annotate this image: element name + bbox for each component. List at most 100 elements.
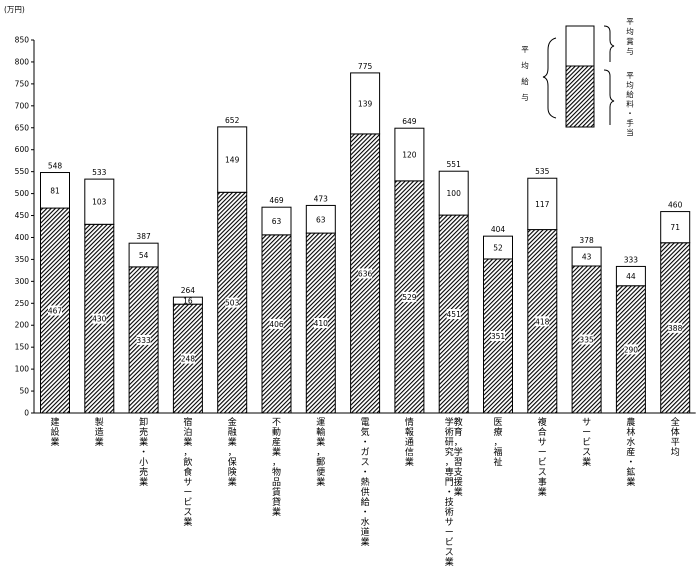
bar-bonus — [84, 178, 115, 225]
y-tick-label: 800 — [15, 57, 30, 66]
y-tick-label: 550 — [15, 167, 30, 176]
base-value-box — [535, 316, 550, 327]
bonus-value-label: 54 — [139, 251, 149, 260]
y-tick-label: 700 — [15, 101, 30, 110]
bonus-value-label: 139 — [358, 99, 373, 108]
bar-bonus — [660, 211, 691, 244]
y-tick-label: 350 — [15, 255, 30, 264]
base-value-box — [92, 313, 107, 324]
bonus-value-label: 16 — [183, 297, 193, 306]
bonus-value-label: 149 — [225, 156, 240, 165]
legend-bracket-bonus — [603, 25, 615, 62]
category-label: 全体平均 — [671, 416, 680, 458]
total-value-label: 533 — [92, 168, 107, 177]
bonus-value-label: 44 — [626, 272, 636, 281]
category-label: 不動産業，物品賃貸業 — [272, 417, 281, 518]
legend-swatch-bonus — [565, 25, 595, 67]
y-tick-label: 750 — [15, 79, 30, 88]
bar-bonus — [305, 204, 336, 234]
bonus-value-label: 43 — [582, 253, 592, 262]
legend-group-label: 平均給与 — [521, 45, 529, 102]
y-tick-label: 400 — [15, 233, 30, 242]
total-value-label: 378 — [579, 236, 594, 245]
base-value-box — [491, 330, 505, 341]
total-value-label: 775 — [358, 62, 373, 71]
bonus-value-label: 63 — [316, 215, 326, 224]
total-value-label: 652 — [225, 116, 240, 125]
bonus-value-label: 71 — [670, 223, 680, 232]
unit-label: (万円) — [4, 5, 25, 14]
base-value-label: 388 — [668, 324, 683, 333]
base-value-label: 430 — [92, 315, 107, 324]
bonus-value-label: 117 — [535, 200, 550, 209]
base-value-label: 467 — [48, 307, 63, 316]
base-value-box — [402, 291, 417, 302]
y-tick-label: 600 — [15, 145, 30, 154]
bar-bonus — [217, 126, 248, 193]
base-value-box — [668, 322, 683, 333]
base-value-label: 290 — [624, 345, 639, 354]
base-value-label: 406 — [269, 320, 284, 329]
bar-bonus — [527, 177, 558, 231]
legend-item-base-salary: 平均給料・手当 — [626, 71, 634, 137]
category-label: 電気・ガス・熱供給・水道業 — [361, 417, 370, 548]
category-label: 運輸業，郵便業 — [316, 417, 325, 488]
base-value-box — [269, 318, 284, 329]
total-value-label: 404 — [491, 225, 506, 234]
bonus-value-label: 81 — [50, 186, 60, 195]
category-label: 学術研究，専門・技術サービス業 — [445, 416, 454, 568]
category-label: 農林水産・鉱業 — [626, 416, 635, 488]
bar-bonus — [350, 72, 381, 135]
y-tick-label: 300 — [15, 277, 30, 286]
bar-bonus — [128, 242, 159, 268]
total-value-label: 469 — [269, 196, 284, 205]
category-label: 製造業 — [95, 416, 104, 448]
total-value-label: 473 — [314, 194, 329, 203]
base-value-label: 335 — [579, 335, 594, 344]
base-value-label: 418 — [535, 317, 550, 326]
bar-bonus — [172, 296, 203, 305]
base-value-label: 351 — [491, 332, 506, 341]
base-value-label: 636 — [358, 269, 373, 278]
legend-item-bonus: 平均賞与 — [626, 17, 634, 56]
bar-bonus — [394, 127, 425, 182]
base-value-box — [579, 334, 594, 345]
bars: 467 81 548 430 103 533 333 54 387 248 16 264 503 149 6… — [40, 62, 691, 414]
y-tick-label: 50 — [19, 387, 29, 396]
category-label: 卸売業・小売業 — [139, 416, 148, 488]
legend-bracket-base — [603, 69, 615, 125]
total-value-label: 460 — [668, 201, 683, 210]
bar-bonus — [40, 172, 70, 209]
category-label: 医療，福祉 — [493, 417, 502, 468]
category-label: 建設業 — [50, 416, 59, 448]
total-value-label: 551 — [447, 160, 462, 169]
base-value-label: 333 — [136, 336, 151, 345]
category-label: 金融業，保険業 — [228, 416, 237, 488]
base-value-box — [48, 305, 62, 316]
base-value-label: 451 — [447, 310, 462, 319]
bonus-value-label: 120 — [402, 151, 417, 160]
bar-bonus — [615, 265, 646, 287]
bar-bonus — [571, 246, 602, 267]
y-tick-label: 150 — [15, 343, 30, 352]
legend-bracket-left — [542, 37, 557, 119]
bar-bonus — [438, 170, 469, 216]
total-value-label: 649 — [402, 117, 417, 126]
bonus-value-label: 103 — [92, 198, 107, 207]
base-value-label: 410 — [314, 319, 329, 328]
total-value-label: 387 — [136, 232, 151, 241]
base-value-box — [358, 268, 373, 279]
base-value-box — [180, 353, 195, 364]
base-value-label: 529 — [402, 293, 417, 302]
base-value-box — [623, 344, 638, 355]
y-tick-label: 450 — [15, 211, 30, 220]
category-label: 複合サービス事業 — [538, 416, 547, 498]
base-value-box — [313, 318, 328, 329]
bonus-value-label: 100 — [447, 189, 462, 198]
bonus-value-label: 52 — [493, 244, 503, 253]
total-value-label: 548 — [48, 162, 63, 171]
base-value-label: 248 — [181, 355, 196, 364]
category-labels: 建設業 製造業 卸売業・小売業 宿泊業，飲食サービス業 金融業，保険業 不動産業，物品賃貸… — [50, 416, 679, 568]
base-value-box — [446, 309, 461, 320]
